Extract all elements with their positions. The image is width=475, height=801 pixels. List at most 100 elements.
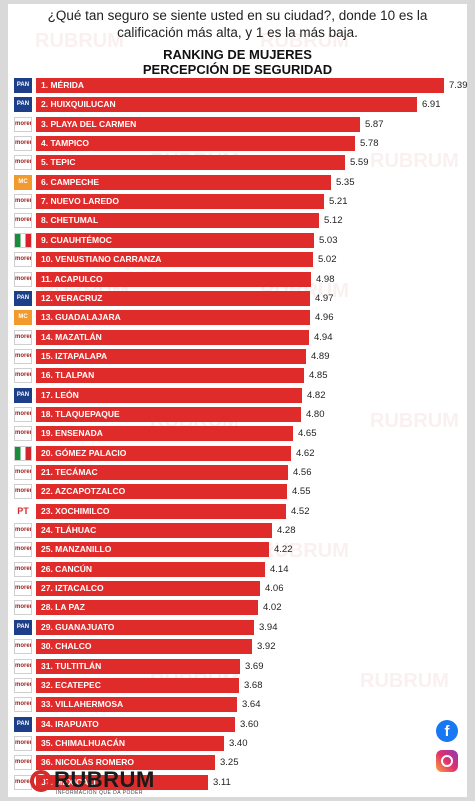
- bar-value-label: 6.91: [422, 99, 441, 110]
- bar: 30. CHALCO: [36, 639, 252, 654]
- bar: 28. LA PAZ: [36, 600, 258, 615]
- bar-value-label: 3.68: [244, 680, 263, 691]
- party-pan-icon: PAN: [14, 78, 32, 93]
- bar-value-label: 4.89: [311, 351, 330, 362]
- bar: 34. IRAPUATO: [36, 717, 235, 732]
- bar: 8. CHETUMAL: [36, 213, 319, 228]
- question-line-1: ¿Qué tan seguro se siente usted en su ci…: [47, 8, 428, 23]
- bar: 4. TAMPICO: [36, 136, 355, 151]
- bar: 20. GÓMEZ PALACIO: [36, 446, 291, 461]
- chart-subtitle-line-2: PERCEPCIÓN DE SEGURIDAD: [142, 61, 333, 77]
- bar-value-label: 4.22: [274, 544, 293, 555]
- bar: 11. ACAPULCO: [36, 272, 311, 287]
- bar: 14. MAZATLÁN: [36, 330, 309, 345]
- watermark-text: RUBRUM: [370, 410, 459, 432]
- bar: 17. LEÓN: [36, 388, 302, 403]
- party-morena-icon: morena: [14, 194, 32, 209]
- bar: 2. HUIXQUILUCAN: [36, 97, 417, 112]
- bar-value-label: 3.11: [213, 777, 231, 788]
- bar: 7. NUEVO LAREDO: [36, 194, 324, 209]
- facebook-icon[interactable]: f: [436, 720, 458, 742]
- bar-value-label: 3.40: [229, 738, 248, 749]
- bar: 5. TEPIC: [36, 155, 345, 170]
- instagram-icon[interactable]: [436, 750, 458, 772]
- party-morena-icon: morena: [14, 581, 32, 596]
- party-morena-icon: morena: [14, 639, 32, 654]
- party-mc-icon: MC: [14, 175, 32, 190]
- bar-value-label: 5.78: [360, 138, 379, 149]
- bar-value-label: 3.64: [242, 699, 261, 710]
- bar-value-label: 3.25: [220, 757, 239, 768]
- party-morena-icon: morena: [14, 349, 32, 364]
- survey-question: ¿Qué tan seguro se siente usted en su ci…: [0, 8, 475, 41]
- bar: 23. XOCHIMILCO: [36, 504, 286, 519]
- bar: 6. CAMPECHE: [36, 175, 331, 190]
- bar: 27. IZTACALCO: [36, 581, 260, 596]
- brand-tagline: INFORMACIÓN QUE DA PODER: [56, 790, 144, 796]
- party-pan-icon: PAN: [14, 388, 32, 403]
- party-morena-icon: morena: [14, 755, 32, 770]
- bar-value-label: 3.69: [245, 661, 264, 672]
- bar: 15. IZTAPALAPA: [36, 349, 306, 364]
- watermark-text: RUBRUM: [260, 540, 349, 562]
- bar-value-label: 4.06: [265, 583, 284, 594]
- rubrum-logo-icon: [30, 770, 52, 792]
- bar: 10. VENUSTIANO CARRANZA: [36, 252, 313, 267]
- party-morena-icon: morena: [14, 736, 32, 751]
- bar-value-label: 5.21: [329, 196, 348, 207]
- bar: 32. ECATEPEC: [36, 678, 239, 693]
- party-pan-icon: PAN: [14, 97, 32, 112]
- bar: 36. NICOLÁS ROMERO: [36, 755, 215, 770]
- party-morena-icon: morena: [14, 465, 32, 480]
- bar: 18. TLAQUEPAQUE: [36, 407, 301, 422]
- bar: 16. TLALPAN: [36, 368, 304, 383]
- bar-value-label: 4.80: [306, 409, 325, 420]
- party-morena-icon: morena: [14, 213, 32, 228]
- bar-value-label: 4.65: [298, 428, 317, 439]
- bar: 26. CANCÚN: [36, 562, 265, 577]
- party-morena-icon: morena: [14, 542, 32, 557]
- party-pt-icon: PT: [14, 504, 32, 519]
- bar-value-label: 4.56: [293, 467, 312, 478]
- bar-value-label: 3.94: [259, 622, 278, 633]
- party-morena-icon: morena: [14, 562, 32, 577]
- bar: 19. ENSENADA: [36, 426, 293, 441]
- watermark-text: RUBRUM: [260, 30, 349, 52]
- watermark-text: RUBRUM: [360, 670, 449, 692]
- party-morena-icon: morena: [14, 155, 32, 170]
- bar-value-label: 5.35: [336, 177, 355, 188]
- bar-value-label: 4.14: [270, 564, 289, 575]
- bar: 9. CUAUHTÉMOC: [36, 233, 314, 248]
- bar-value-label: 5.59: [350, 157, 369, 168]
- party-morena-icon: morena: [14, 484, 32, 499]
- party-morena-icon: morena: [14, 523, 32, 538]
- party-pri-icon: PRI: [14, 446, 32, 461]
- bar: 31. TULTITLÁN: [36, 659, 240, 674]
- watermark-text: RUBRUM: [35, 30, 124, 52]
- bar: 13. GUADALAJARA: [36, 310, 310, 325]
- party-pan-icon: PAN: [14, 717, 32, 732]
- bar: 1. MÉRIDA: [36, 78, 444, 93]
- party-pan-icon: PAN: [14, 620, 32, 635]
- bar: 33. VILLAHERMOSA: [36, 697, 237, 712]
- bar-value-label: 4.98: [316, 274, 335, 285]
- party-morena-icon: morena: [14, 272, 32, 287]
- bar-value-label: 4.55: [292, 486, 311, 497]
- party-pri-icon: PRI: [14, 233, 32, 248]
- bar: 12. VERACRUZ: [36, 291, 310, 306]
- bar-value-label: 5.12: [324, 215, 343, 226]
- bar-value-label: 4.52: [291, 506, 310, 517]
- bar: 25. MANZANILLO: [36, 542, 269, 557]
- party-morena-icon: morena: [14, 407, 32, 422]
- watermark-text: RUBRUM: [370, 150, 459, 172]
- bar: 22. AZCAPOTZALCO: [36, 484, 287, 499]
- party-morena-icon: morena: [14, 678, 32, 693]
- bar: 29. GUANAJUATO: [36, 620, 254, 635]
- party-morena-icon: morena: [14, 697, 32, 712]
- bar-value-label: 4.96: [315, 312, 334, 323]
- bar-value-label: 4.97: [315, 293, 334, 304]
- bar: 37. MEXICALI: [36, 775, 208, 790]
- bar-value-label: 4.94: [314, 332, 333, 343]
- party-morena-icon: morena: [14, 600, 32, 615]
- chart-title-line-1: RANKING DE MUJERES: [163, 47, 312, 62]
